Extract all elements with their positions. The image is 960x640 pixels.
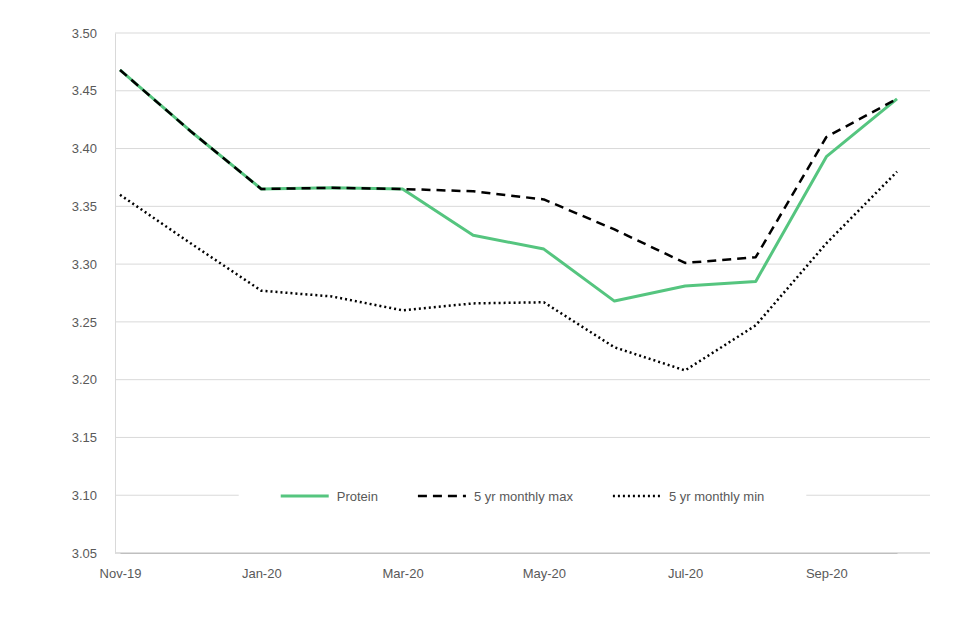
x-tick: Nov-19 (100, 553, 142, 581)
y-tick: 3.25 (72, 315, 115, 330)
legend-label: Protein (337, 489, 378, 504)
y-tick-label: 3.10 (72, 488, 97, 503)
x-tick-label: Jul-20 (668, 566, 703, 581)
legend-swatch (281, 495, 329, 498)
plot-area (120, 70, 897, 370)
y-tick: 3.05 (72, 546, 115, 561)
legend-item: 5 yr monthly min (613, 489, 764, 504)
x-tick: Jul-20 (668, 553, 703, 581)
y-tick-label: 3.50 (72, 26, 97, 41)
series-line (120, 70, 897, 301)
legend-background (239, 486, 807, 506)
x-tick: Mar-20 (382, 553, 423, 581)
y-tick-label: 3.20 (72, 372, 97, 387)
legend-label: 5 yr monthly max (474, 489, 573, 504)
x-tick-label: Jan-20 (242, 566, 282, 581)
y-tick: 3.30 (72, 257, 115, 272)
y-tick-label: 3.25 (72, 315, 97, 330)
grid-line (115, 379, 930, 380)
grid-line (115, 90, 930, 91)
legend-item: Protein (281, 489, 378, 504)
x-tick-label: Nov-19 (100, 566, 142, 581)
y-tick: 3.40 (72, 141, 115, 156)
y-tick: 3.35 (72, 199, 115, 214)
y-tick-label: 3.40 (72, 141, 97, 156)
y-tick-label: 3.30 (72, 257, 97, 272)
grid (115, 33, 930, 553)
y-tick: 3.50 (72, 26, 115, 41)
grid-line (115, 206, 930, 207)
legend-item: 5 yr monthly max (418, 489, 573, 504)
y-axis-line (115, 34, 116, 554)
series-line (120, 70, 897, 263)
y-axis: 3.05 3.10 3.15 3.20 3.25 3.30 3.35 3.40 3.45 3.50 (72, 26, 116, 561)
y-tick: 3.15 (72, 430, 115, 445)
y-tick: 3.10 (72, 488, 115, 503)
x-axis: Nov-19 Jan-20 Mar-20 May-20 Jul-20 Sep-20 (100, 553, 898, 581)
y-tick-label: 3.05 (72, 546, 97, 561)
x-tick: Sep-20 (806, 553, 848, 581)
x-axis-line (121, 553, 898, 554)
legend: Protein 5 yr monthly max 5 yr monthly min (239, 486, 807, 506)
x-tick-label: Mar-20 (382, 566, 423, 581)
grid-line (115, 264, 930, 265)
x-tick-label: Sep-20 (806, 566, 848, 581)
y-tick-label: 3.35 (72, 199, 97, 214)
legend-swatch (418, 495, 466, 498)
x-tick: Jan-20 (242, 553, 282, 581)
grid-line (115, 553, 930, 554)
x-tick: May-20 (523, 553, 566, 581)
series-line (120, 172, 897, 371)
grid-line (115, 148, 930, 149)
grid-line (115, 321, 930, 322)
x-tick-label: May-20 (523, 566, 566, 581)
y-tick-label: 3.45 (72, 83, 97, 98)
legend-label: 5 yr monthly min (669, 489, 764, 504)
grid-line (115, 33, 930, 34)
legend-swatch (613, 495, 661, 498)
y-tick: 3.20 (72, 372, 115, 387)
y-tick: 3.45 (72, 83, 115, 98)
grid-line (115, 437, 930, 438)
chart: 3.05 3.10 3.15 3.20 3.25 3.30 3.35 3.40 3.45 3.50… (0, 0, 960, 640)
y-tick-label: 3.15 (72, 430, 97, 445)
